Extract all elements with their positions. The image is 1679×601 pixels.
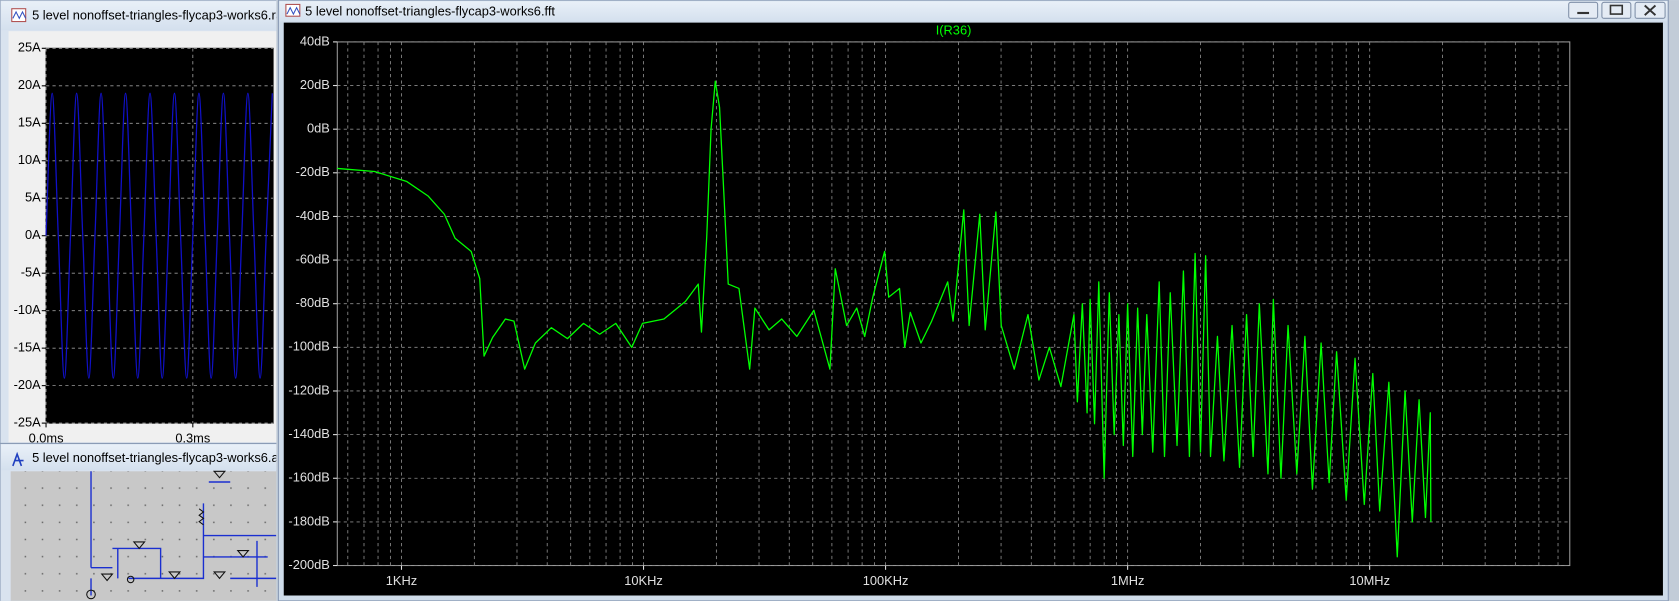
plot-area xyxy=(336,41,1571,567)
y-tick-label: -25A xyxy=(14,414,42,429)
window-buttons xyxy=(1568,1,1666,19)
y-tick-label: -120dB xyxy=(288,382,329,397)
chart-title: I(R36) xyxy=(936,23,972,38)
x-tick-label: 1KHz xyxy=(386,573,417,588)
y-tick-label: -5A xyxy=(21,265,41,280)
y-tick-label: -100dB xyxy=(288,339,329,354)
y-tick-label: -180dB xyxy=(288,513,329,528)
y-tick-label: -140dB xyxy=(288,426,329,441)
window-icon-glyph xyxy=(12,10,27,20)
y-tick-label: -80dB xyxy=(296,295,330,310)
x-tick-label: 100KHz xyxy=(863,573,909,588)
trace xyxy=(45,92,273,379)
y-tick-label: 40dB xyxy=(300,33,330,48)
window-title: 5 level nonoffset-triangles-flycap3-work… xyxy=(32,450,292,465)
y-tick-label: -20dB xyxy=(296,164,330,179)
y-tick-label: -40dB xyxy=(296,208,330,223)
y-tick-label: 10A xyxy=(18,152,41,167)
y-tick-label: -20A xyxy=(14,377,42,392)
window-icon-glyph xyxy=(286,6,301,16)
x-tick-label: 10KHz xyxy=(624,573,663,588)
schematic-parts xyxy=(86,470,250,600)
plot: 40dB 20dB 0dB -20dB -40dB -60dB -80dB -100dB -12… xyxy=(288,23,1571,588)
y-tick-label: 20dB xyxy=(300,77,330,92)
plot: 25A 20A 15A 10A 5A 0A -5A -10A -15A -20A -25A 0.0ms… xyxy=(14,40,274,446)
maximize-glyph xyxy=(1609,4,1624,15)
close-glyph xyxy=(1644,4,1657,16)
y-tick-label: -60dB xyxy=(296,251,330,266)
trace xyxy=(337,80,1432,558)
y-tick-label: -10A xyxy=(14,302,42,317)
schematic-window: 5 level nonoffset-triangles-flycap3-work… xyxy=(0,442,292,601)
window-icon xyxy=(285,3,301,17)
y-tick-label: -15A xyxy=(14,340,42,355)
y-tick-label: 20A xyxy=(18,77,41,92)
y-tick-label: -160dB xyxy=(288,470,329,485)
y-tick-label: 5A xyxy=(25,190,41,205)
y-tick-label: 15A xyxy=(18,115,41,130)
x-tick-label: 0.0ms xyxy=(29,431,64,446)
y-tick-label: -200dB xyxy=(288,557,329,572)
y-tick-label: 25A xyxy=(18,40,41,55)
title-bar[interactable] xyxy=(279,1,1668,22)
window-title: 5 level nonoffset-triangles-flycap3-work… xyxy=(32,8,293,23)
title-bar[interactable] xyxy=(1,444,279,471)
y-tick-label: 0A xyxy=(25,227,41,242)
maximize-button[interactable] xyxy=(1601,1,1632,19)
minimize-button[interactable] xyxy=(1568,1,1599,19)
x-tick-label: 10MHz xyxy=(1349,573,1390,588)
y-tick-label: 0dB xyxy=(307,121,330,136)
x-tick-label: 0.3ms xyxy=(175,431,210,446)
window-icon xyxy=(12,451,24,467)
plots: 25A 20A 15A 10A 5A 0A -5A -10A -15A -20A -25A 0.0ms… xyxy=(14,23,1571,588)
schematic-wires xyxy=(90,471,277,596)
title-bar[interactable] xyxy=(1,1,279,31)
window-title: 5 level nonoffset-triangles-flycap3-work… xyxy=(305,3,555,18)
x-tick-label: 1MHz xyxy=(1111,573,1145,588)
